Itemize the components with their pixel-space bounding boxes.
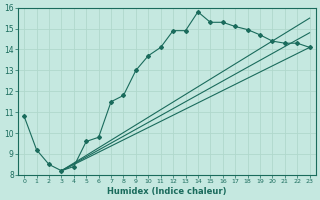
X-axis label: Humidex (Indice chaleur): Humidex (Indice chaleur) xyxy=(107,187,227,196)
